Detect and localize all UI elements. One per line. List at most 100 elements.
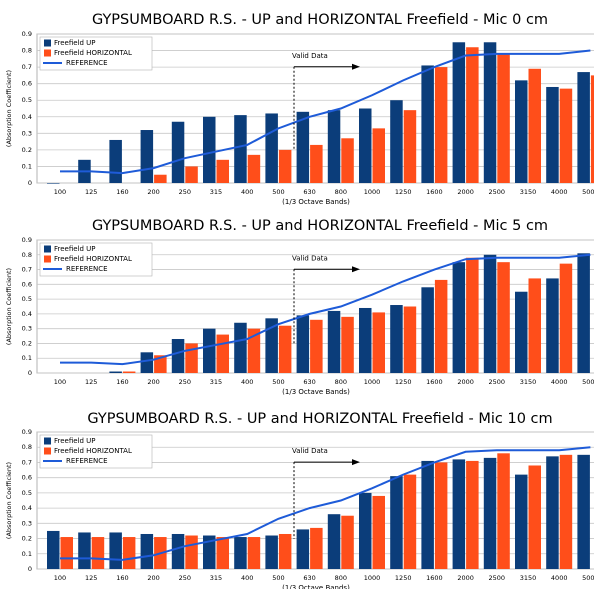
bar — [171, 533, 185, 569]
annotation: Valid Data — [292, 254, 328, 262]
bar — [140, 130, 154, 183]
x-tick-label: 250 — [179, 188, 191, 196]
y-tick-label: 0.9 — [22, 236, 32, 244]
bar — [310, 527, 323, 569]
bar — [434, 67, 448, 183]
legend-label: Freefield HORIZONTAL — [54, 49, 132, 57]
bar — [234, 115, 247, 183]
bar — [559, 454, 573, 569]
bar — [109, 371, 122, 373]
y-tick-label: 0.1 — [22, 354, 32, 362]
chart-title: GYPSUMBOARD R.S. - UP and HORIZONTAL Fre… — [92, 218, 548, 234]
bar — [483, 457, 497, 569]
y-tick-label: 0.7 — [22, 63, 32, 71]
bar — [497, 262, 510, 373]
bar — [359, 108, 372, 183]
bar — [327, 514, 341, 569]
bar — [109, 139, 122, 183]
x-tick-label: 2000 — [457, 378, 474, 386]
x-tick-label: 4000 — [551, 378, 568, 386]
y-tick-label: 0.1 — [22, 162, 32, 170]
x-tick-label: 800 — [335, 378, 347, 386]
bar — [341, 138, 354, 183]
legend-swatch — [44, 245, 51, 253]
x-tick-label: 315 — [210, 188, 222, 196]
x-tick-label: 125 — [85, 378, 97, 386]
y-tick-label: 0.4 — [22, 310, 32, 318]
arrow-head — [352, 63, 360, 70]
bar — [216, 159, 229, 183]
x-axis-label: (1/3 Octave Bands) — [282, 584, 350, 589]
bar — [390, 100, 403, 183]
bar — [515, 80, 528, 183]
bar — [483, 42, 497, 184]
annotation: Valid Data — [292, 447, 328, 455]
x-tick-label: 1000 — [364, 378, 381, 386]
bar — [247, 154, 261, 183]
bar — [421, 287, 434, 373]
bar — [452, 42, 466, 184]
bar — [310, 319, 323, 373]
x-tick-label: 1600 — [426, 188, 443, 196]
x-tick-label: 200 — [147, 574, 159, 582]
x-tick-label: 500 — [272, 378, 284, 386]
legend-label: REFERENCE — [66, 457, 108, 465]
x-tick-label: 1250 — [395, 574, 412, 582]
y-tick-label: 0 — [28, 565, 32, 573]
x-axis-label: (1/3 Octave Bands) — [282, 388, 350, 396]
chart-title: GYPSUMBOARD R.S. - UP and HORIZONTAL Fre… — [92, 12, 548, 28]
y-tick-label: 0.4 — [22, 504, 32, 512]
bar — [403, 306, 417, 373]
x-tick-label: 100 — [54, 378, 66, 386]
bar — [171, 121, 185, 183]
bar — [341, 515, 354, 569]
y-tick-label: 0.6 — [22, 80, 32, 88]
reference-line — [60, 446, 591, 561]
x-tick-label: 4000 — [551, 574, 568, 582]
bar — [372, 495, 385, 569]
bar — [559, 88, 573, 183]
y-tick-label: 0.9 — [22, 30, 32, 38]
bar — [278, 149, 292, 183]
y-tick-label: 0.9 — [22, 428, 32, 436]
x-tick-label: 500 — [272, 188, 284, 196]
bar — [577, 454, 590, 569]
x-tick-label: 160 — [116, 378, 128, 386]
legend-label: Freefield UP — [54, 245, 96, 253]
bar — [109, 532, 122, 569]
legend-swatch — [44, 39, 51, 47]
bar — [434, 279, 448, 373]
y-tick-label: 0.5 — [22, 295, 32, 303]
x-tick-label: 160 — [116, 574, 128, 582]
bar — [122, 371, 136, 373]
bar — [154, 174, 167, 183]
y-tick-label: 0.2 — [22, 146, 32, 154]
x-tick-label: 315 — [210, 574, 222, 582]
x-tick-label: 250 — [179, 378, 191, 386]
bar — [265, 318, 278, 373]
bar — [203, 116, 216, 183]
bar — [359, 492, 372, 569]
bar — [247, 537, 261, 569]
bar — [528, 278, 541, 373]
x-tick-label: 315 — [210, 378, 222, 386]
y-axis-label: (Absorption Coefficient) — [5, 70, 13, 147]
x-tick-label: 3150 — [520, 574, 537, 582]
bar — [278, 533, 292, 569]
x-tick-label: 630 — [303, 188, 315, 196]
bar — [403, 110, 417, 183]
bar — [372, 128, 385, 183]
x-axis-label: (1/3 Octave Bands) — [282, 198, 350, 206]
legend-swatch — [44, 49, 51, 57]
x-tick-label: 800 — [335, 188, 347, 196]
y-axis-label: (Absorption Coefficient) — [5, 462, 13, 539]
x-tick-label: 160 — [116, 188, 128, 196]
x-tick-label: 2500 — [489, 574, 506, 582]
x-tick-label: 2500 — [489, 378, 506, 386]
bar — [466, 460, 479, 569]
bar — [265, 535, 278, 569]
bar — [327, 110, 341, 183]
bar — [234, 322, 247, 373]
legend-label: Freefield UP — [54, 437, 96, 445]
y-tick-label: 0.6 — [22, 474, 32, 482]
